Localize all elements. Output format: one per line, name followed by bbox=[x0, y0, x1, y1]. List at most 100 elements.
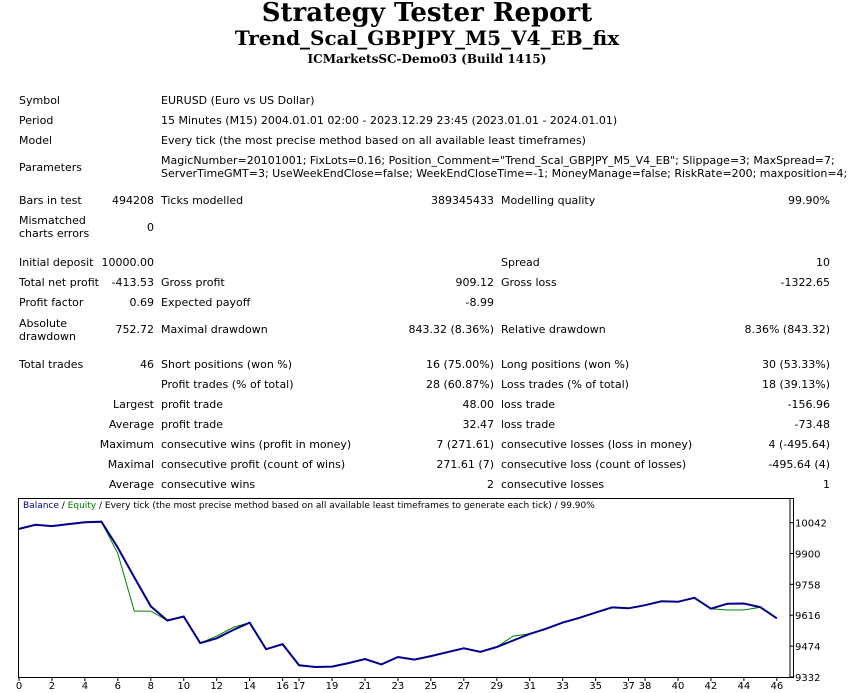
expert-name: Trend_Scal_GBPJPY_M5_V4_EB_fix bbox=[234, 26, 620, 50]
maximal-consecutive-profit-value: 271.61 (7) bbox=[436, 458, 494, 471]
maximal-consecutive-loss-value: -495.64 (4) bbox=[768, 458, 830, 471]
x-tick-label: 6 bbox=[115, 681, 121, 692]
long-positions-value: 30 (53.33%) bbox=[761, 358, 830, 371]
legend-separator: / bbox=[58, 501, 68, 511]
ticks-label: Ticks modelled bbox=[161, 194, 244, 207]
net-profit-value: -413.53 bbox=[111, 276, 154, 289]
x-tick-label: 17 bbox=[293, 681, 306, 692]
largest-profit-value: 48.00 bbox=[462, 398, 495, 411]
x-tick-label: 38 bbox=[639, 681, 652, 692]
relative-drawdown-label: Relative drawdown bbox=[501, 323, 606, 336]
absolute-drawdown-label-2: drawdown bbox=[19, 330, 76, 343]
legend-equity: Equity bbox=[67, 501, 97, 511]
symbol-label: Symbol bbox=[19, 94, 60, 107]
x-tick-label: 35 bbox=[589, 681, 602, 692]
x-tick-label: 16 bbox=[276, 681, 289, 692]
mismatch-label-2: charts errors bbox=[19, 227, 90, 240]
quality-value: 99.90% bbox=[788, 194, 830, 207]
x-tick-label: 10 bbox=[177, 681, 190, 692]
loss-trades-value: 18 (39.13%) bbox=[761, 378, 830, 391]
deposit-label: Initial deposit bbox=[19, 256, 94, 269]
parameters-line-2: ServerTimeGMT=3; UseWeekEndClose=false; … bbox=[161, 167, 848, 180]
y-tick-label: 9758 bbox=[795, 580, 820, 591]
x-tick-label: 2 bbox=[49, 681, 55, 692]
y-tick-label: 9332 bbox=[795, 673, 820, 684]
expected-payoff-value: -8.99 bbox=[465, 296, 494, 309]
x-tick-label: 19 bbox=[326, 681, 339, 692]
max-consecutive-wins-label: consecutive wins (profit in money) bbox=[161, 438, 352, 451]
max-consecutive-losses-label: consecutive losses (loss in money) bbox=[501, 438, 693, 451]
parameters-line-1: MagicNumber=20101001; FixLots=0.16; Posi… bbox=[161, 154, 835, 167]
average-consecutive-losses-value: 1 bbox=[823, 478, 830, 491]
x-tick-label: 40 bbox=[672, 681, 685, 692]
relative-drawdown-value: 8.36% (843.32) bbox=[744, 323, 830, 336]
spread-value: 10 bbox=[816, 256, 830, 269]
profit-trades-label: Profit trades (% of total) bbox=[161, 378, 294, 391]
bars-label: Bars in test bbox=[19, 194, 82, 207]
absolute-drawdown-label-1: Absolute bbox=[19, 317, 68, 330]
y-tick-label: 9616 bbox=[795, 611, 820, 622]
gross-profit-label: Gross profit bbox=[161, 276, 225, 289]
loss-trades-label: Loss trades (% of total) bbox=[501, 378, 629, 391]
gross-loss-value: -1322.65 bbox=[780, 276, 830, 289]
total-trades-value: 46 bbox=[140, 358, 154, 371]
x-tick-label: 27 bbox=[457, 681, 470, 692]
x-tick-label: 46 bbox=[770, 681, 783, 692]
maximum-label: Maximum bbox=[99, 438, 154, 451]
x-tick-label: 21 bbox=[359, 681, 372, 692]
largest-profit-label: profit trade bbox=[161, 398, 224, 411]
short-positions-label: Short positions (won %) bbox=[161, 358, 293, 371]
absolute-drawdown-value: 752.72 bbox=[115, 323, 155, 336]
x-tick-label: 0 bbox=[16, 681, 22, 692]
legend-description: / Every tick (the most precise method ba… bbox=[96, 501, 595, 511]
report-title: Strategy Tester Report bbox=[261, 0, 593, 28]
x-tick-label: 44 bbox=[738, 681, 751, 692]
chart-legend: Balance / Equity / Every tick (the most … bbox=[23, 501, 595, 512]
gross-profit-value: 909.12 bbox=[455, 276, 495, 289]
x-tick-label: 42 bbox=[705, 681, 718, 692]
maximal-drawdown-label: Maximal drawdown bbox=[161, 323, 268, 336]
net-profit-label: Total net profit bbox=[19, 276, 99, 289]
period-label: Period bbox=[19, 114, 54, 127]
series-equity-line bbox=[18, 521, 778, 668]
largest-loss-label: loss trade bbox=[501, 398, 556, 411]
deposit-value: 10000.00 bbox=[101, 256, 155, 269]
x-tick-label: 23 bbox=[392, 681, 405, 692]
max-consecutive-wins-value: 7 (271.61) bbox=[436, 438, 494, 451]
x-tick-label: 25 bbox=[424, 681, 437, 692]
average-loss-label: loss trade bbox=[501, 418, 556, 431]
x-tick-label: 8 bbox=[148, 681, 154, 692]
ticks-value: 389345433 bbox=[431, 194, 494, 207]
average-consecutive-wins-value: 2 bbox=[487, 478, 494, 491]
model-value: Every tick (the most precise method base… bbox=[161, 134, 586, 147]
gross-loss-label: Gross loss bbox=[501, 276, 557, 289]
x-tick-label: 14 bbox=[243, 681, 256, 692]
quality-label: Modelling quality bbox=[501, 194, 596, 207]
y-tick-label: 9474 bbox=[795, 642, 820, 653]
x-tick-label: 12 bbox=[210, 681, 223, 692]
x-tick-label: 29 bbox=[490, 681, 503, 692]
mismatch-label-1: Mismatched bbox=[19, 214, 86, 227]
profit-factor-value: 0.69 bbox=[129, 296, 155, 309]
model-label: Model bbox=[19, 134, 53, 147]
x-tick-label: 31 bbox=[523, 681, 536, 692]
maximal-consecutive-profit-label: consecutive profit (count of wins) bbox=[161, 458, 346, 471]
x-tick-label: 33 bbox=[556, 681, 569, 692]
average-consecutive-wins-label: consecutive wins bbox=[161, 478, 256, 491]
y-tick-label: 10042 bbox=[795, 519, 827, 530]
parameters-label: Parameters bbox=[19, 161, 82, 174]
average-profit-label: profit trade bbox=[161, 418, 224, 431]
max-consecutive-losses-value: 4 (-495.64) bbox=[768, 438, 830, 451]
long-positions-label: Long positions (won %) bbox=[501, 358, 630, 371]
legend-balance: Balance bbox=[23, 501, 59, 511]
largest-loss-value: -156.96 bbox=[787, 398, 830, 411]
server-build: ICMarketsSC-Demo03 (Build 1415) bbox=[307, 52, 547, 66]
x-tick-label: 37 bbox=[622, 681, 635, 692]
x-tick-label: 4 bbox=[82, 681, 88, 692]
largest-label: Largest bbox=[113, 398, 154, 411]
maximal-drawdown-value: 843.32 (8.36%) bbox=[408, 323, 494, 336]
expected-payoff-label: Expected payoff bbox=[161, 296, 251, 309]
total-trades-label: Total trades bbox=[19, 358, 84, 371]
short-positions-value: 16 (75.00%) bbox=[425, 358, 494, 371]
